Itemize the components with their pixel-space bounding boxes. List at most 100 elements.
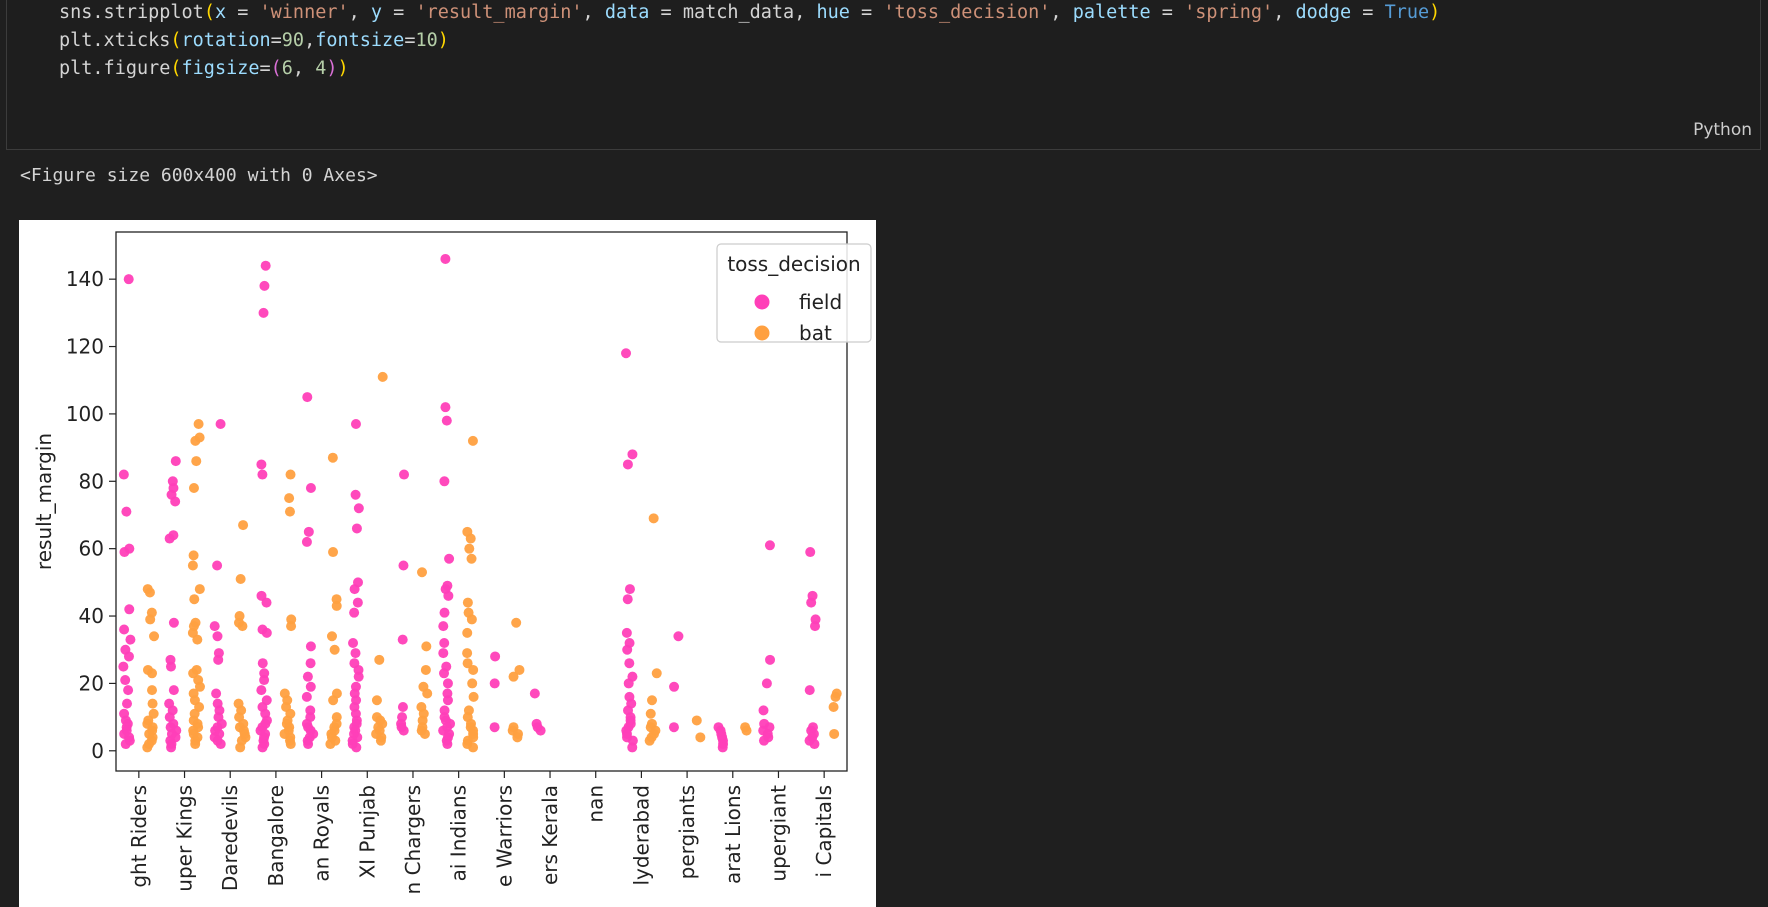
y-tick-label: 80 [79, 469, 104, 493]
code-token: = [1351, 2, 1385, 23]
point-field [301, 536, 312, 547]
x-tick-label: n Chargers [401, 785, 425, 894]
point-field [212, 560, 223, 571]
point-field [758, 735, 769, 746]
point-field [120, 739, 131, 750]
point-bat [284, 506, 295, 517]
point-field [215, 419, 226, 430]
code-token: ) [1429, 2, 1441, 23]
code-token: sns [59, 2, 93, 23]
point-field [621, 627, 632, 638]
point-bat [421, 641, 432, 652]
x-tick-label: nan [584, 785, 608, 823]
point-field [761, 678, 772, 689]
point-bat [645, 708, 656, 719]
point-field [443, 590, 454, 601]
y-tick-label: 100 [66, 402, 104, 426]
point-bat [194, 584, 205, 595]
point-bat [148, 708, 159, 719]
code-token: = [226, 2, 260, 23]
point-field [439, 637, 450, 648]
point-field [302, 392, 313, 403]
point-field [351, 742, 362, 753]
point-bat [192, 634, 203, 645]
point-bat [462, 658, 473, 669]
code-token: , [794, 2, 817, 23]
point-field [765, 654, 776, 665]
code-token: = [382, 2, 416, 23]
point-field [305, 641, 316, 652]
point-field [258, 307, 269, 318]
code-cell[interactable]: sns.stripplot(x = 'winner', y = 'result_… [6, 0, 1761, 150]
point-field [806, 597, 817, 608]
x-tick-label: Bangalore [264, 785, 288, 886]
point-bat [147, 668, 158, 679]
code-token: data [604, 2, 650, 23]
point-field [535, 725, 546, 736]
point-bat [374, 654, 385, 665]
point-bat [142, 742, 153, 753]
code-token: 10 [415, 30, 438, 51]
point-field [624, 658, 635, 669]
point-field [260, 260, 271, 271]
point-field [353, 503, 364, 514]
point-bat [468, 664, 479, 675]
point-bat [145, 614, 156, 625]
point-field [622, 594, 633, 605]
code-token: figsize [181, 58, 260, 79]
point-bat [417, 567, 428, 578]
point-field [165, 661, 176, 672]
point-field [119, 624, 130, 635]
code-token: , [292, 58, 316, 79]
point-field [261, 627, 272, 638]
code-token: y [370, 2, 383, 23]
point-field [804, 685, 815, 696]
point-bat [328, 695, 339, 706]
point-bat [691, 715, 702, 726]
point-bat [371, 695, 382, 706]
point-field [669, 681, 680, 692]
point-field [438, 621, 449, 632]
point-field [302, 671, 313, 682]
point-field [717, 742, 728, 753]
point-bat [190, 739, 201, 750]
point-bat [147, 698, 158, 709]
point-bat [464, 543, 475, 554]
point-field [399, 469, 410, 480]
point-field [622, 644, 633, 655]
point-field [211, 688, 222, 699]
point-bat [828, 701, 839, 712]
point-field [398, 725, 409, 736]
code-line[interactable]: plt.xticks(rotation=90,fontsize=10) [59, 27, 449, 55]
code-line[interactable]: plt.figure(figsize=(6, 4)) [59, 55, 349, 83]
point-field [627, 449, 638, 460]
code-token: ( [203, 2, 215, 23]
point-bat [468, 742, 479, 753]
point-bat [191, 456, 202, 467]
code-token: ) [437, 30, 449, 51]
point-field [259, 675, 270, 686]
point-bat [466, 553, 477, 564]
point-field [758, 705, 769, 716]
point-bat [238, 520, 249, 531]
point-field [442, 678, 453, 689]
point-field [624, 584, 635, 595]
x-tick-label: e Warriors [492, 785, 516, 887]
code-token: = [404, 30, 416, 51]
point-bat [695, 732, 706, 743]
point-field [305, 658, 316, 669]
point-field [805, 547, 816, 558]
point-field [397, 634, 408, 645]
code-line[interactable]: sns.stripplot(x = 'winner', y = 'result_… [59, 0, 1440, 27]
point-bat [284, 493, 295, 504]
point-bat [188, 483, 199, 494]
point-bat [194, 681, 205, 692]
point-bat [331, 600, 342, 611]
y-tick-label: 40 [79, 604, 104, 628]
code-token: ) [337, 58, 349, 79]
y-tick-label: 120 [66, 335, 104, 359]
point-field [439, 607, 450, 618]
point-field [303, 739, 314, 750]
language-label[interactable]: Python [1693, 120, 1752, 140]
point-bat [188, 550, 199, 561]
